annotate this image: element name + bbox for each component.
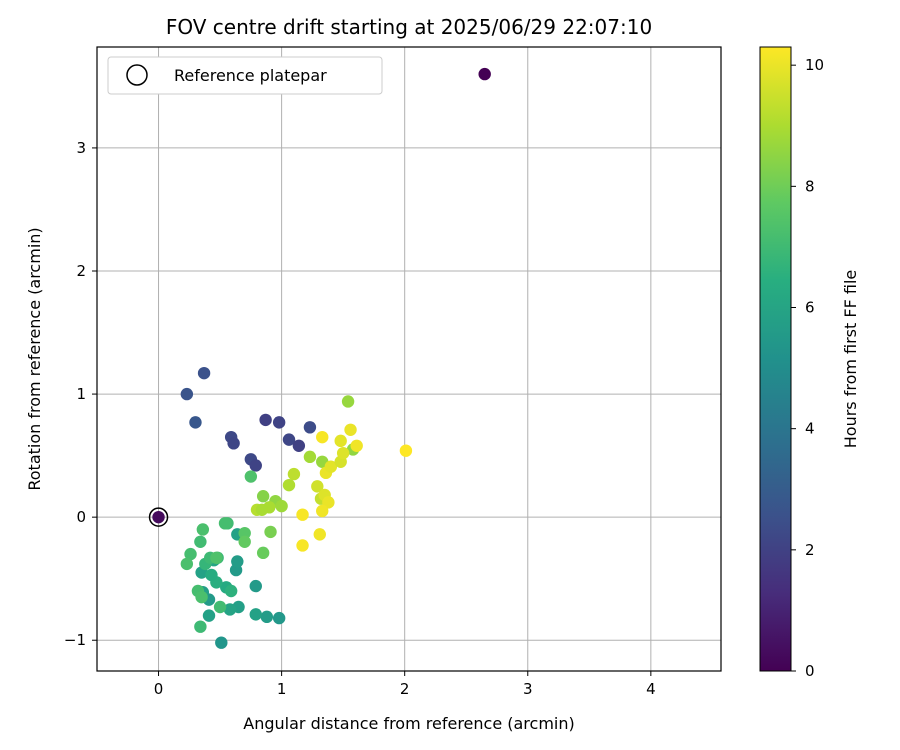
data-point	[313, 528, 326, 541]
reference-platepar-marker	[148, 507, 169, 527]
data-point	[227, 437, 240, 450]
y-axis-label: Rotation from reference (arcmin)	[25, 227, 44, 490]
data-point	[152, 510, 165, 524]
data-point	[478, 67, 491, 81]
data-point	[180, 387, 194, 401]
data-point	[344, 423, 357, 436]
data-point	[202, 609, 216, 622]
data-point	[275, 499, 288, 513]
y-tick-label: 2	[76, 262, 86, 280]
data-point	[292, 439, 306, 452]
legend-entry-reference-platepar: Reference platepar	[174, 66, 327, 85]
y-tick-label: −1	[64, 631, 86, 649]
data-point	[184, 547, 197, 561]
data-point	[249, 608, 262, 621]
grid-lines	[97, 47, 721, 671]
x-tick-label: 0	[154, 680, 164, 698]
colorbar-tick-label: 10	[805, 56, 824, 74]
data-point	[194, 535, 207, 548]
y-tick-label: 0	[76, 508, 86, 526]
data-point	[223, 603, 237, 616]
colorbar-tick-label: 2	[805, 541, 815, 559]
colorbar-ticks: 0 2 4 6 8 10	[791, 56, 824, 680]
data-point	[196, 523, 210, 536]
data-point	[303, 450, 317, 464]
data-point	[282, 433, 296, 446]
x-tick-label: 4	[646, 680, 656, 698]
data-points	[152, 67, 491, 649]
data-point	[213, 600, 227, 614]
data-point	[195, 590, 208, 604]
colorbar-tick-label: 0	[805, 662, 815, 680]
data-point	[316, 504, 329, 518]
data-point	[231, 555, 244, 568]
x-tick-label: 1	[277, 680, 287, 698]
legend-box	[107, 56, 383, 95]
data-point	[249, 579, 262, 593]
colorbar-tick-label: 6	[805, 299, 815, 317]
data-point	[224, 584, 238, 598]
data-point	[205, 568, 218, 582]
legend-marker-icon	[126, 64, 148, 86]
data-point	[244, 470, 258, 483]
data-point	[189, 416, 202, 429]
data-point	[260, 610, 274, 624]
data-point	[322, 496, 335, 509]
data-point	[350, 439, 363, 452]
legend: Reference platepar	[107, 56, 383, 95]
data-point	[341, 395, 355, 408]
y-tick-label: 3	[76, 139, 86, 157]
data-point	[287, 467, 301, 481]
data-point	[324, 460, 338, 473]
data-point	[272, 611, 286, 625]
chart-title: FOV centre drift starting at 2025/06/29 …	[166, 15, 652, 39]
x-axis-label: Angular distance from reference (arcmin)	[243, 714, 574, 733]
data-point	[303, 421, 317, 434]
data-point	[336, 446, 350, 460]
data-point	[282, 478, 296, 492]
colorbar-label: Hours from first FF file	[841, 270, 860, 449]
data-point	[215, 636, 228, 649]
x-tick-label: 2	[400, 680, 410, 698]
data-point	[316, 430, 329, 444]
data-point	[264, 525, 277, 539]
axis-ticks: 0 1 2 3 4 −1 0 1 2 3	[64, 139, 656, 698]
data-point	[197, 366, 211, 380]
x-tick-label: 3	[523, 680, 533, 698]
data-point	[296, 508, 309, 521]
data-point	[259, 413, 272, 427]
data-point	[180, 557, 194, 571]
data-point	[255, 503, 269, 516]
data-point	[272, 416, 286, 429]
colorbar: 0 2 4 6 8 10 Hours from first FF file	[759, 46, 860, 680]
data-point	[238, 535, 251, 548]
data-point	[218, 517, 232, 530]
y-tick-label: 1	[76, 385, 86, 403]
data-point	[334, 434, 347, 448]
data-point	[210, 551, 223, 564]
colorbar-tick-label: 8	[805, 177, 815, 195]
colorbar-gradient	[759, 46, 792, 672]
data-point	[256, 490, 270, 503]
data-point	[399, 444, 413, 457]
data-point	[256, 546, 270, 560]
data-point	[194, 620, 207, 633]
data-point	[249, 459, 262, 472]
colorbar-tick-label: 4	[805, 420, 815, 438]
plot-frame	[96, 46, 722, 672]
data-point	[238, 526, 251, 540]
data-point	[296, 539, 309, 552]
data-point	[311, 480, 324, 493]
